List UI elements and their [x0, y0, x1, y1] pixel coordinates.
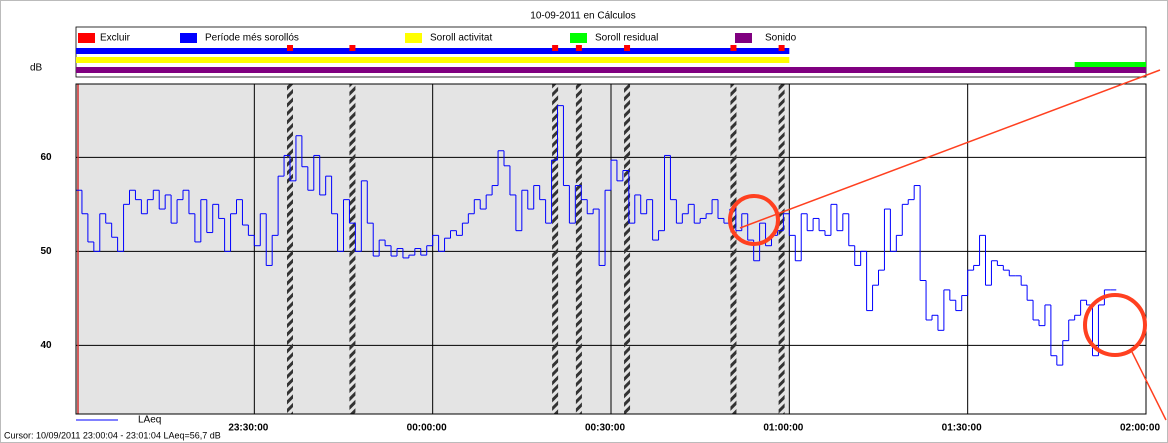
exclusion-marker	[624, 45, 631, 51]
x-tick-label: 00:00:00	[407, 423, 447, 434]
legend-label: Període més sorollós	[205, 33, 299, 44]
y-tick-label: 40	[40, 340, 52, 351]
x-tick-label: 00:30:00	[585, 423, 625, 434]
legend-label: LAeq	[138, 415, 161, 426]
cursor-text: Cursor: 10/09/2011 23:00:04 - 23:01:04 L…	[4, 430, 221, 440]
exclusion-hatch	[730, 84, 737, 414]
x-tick-label: 01:00:00	[763, 423, 803, 434]
highlight-circle	[1083, 293, 1147, 357]
legend-swatch	[78, 33, 95, 43]
exclusion-marker	[552, 45, 559, 51]
legend-swatch	[570, 33, 587, 43]
exclusion-hatch	[778, 84, 785, 414]
exclusion-marker	[730, 45, 737, 51]
y-axis-label: dB	[30, 63, 43, 74]
period-bar	[76, 57, 790, 63]
x-tick-label: 23:30:00	[228, 423, 268, 434]
legend-swatch	[180, 33, 197, 43]
chart-title: 10-09-2011 en Cálculos	[530, 11, 635, 22]
exclusion-marker	[778, 45, 785, 51]
step-risers	[81, 105, 1105, 366]
legend-label: Soroll activitat	[430, 33, 492, 44]
exclusion-marker	[575, 45, 582, 51]
period-bar	[1074, 62, 1146, 67]
plot-border	[75, 83, 1147, 415]
plot: Excluir Període més sorollós Soroll activi…	[40, 33, 1160, 434]
legend-swatch	[735, 33, 752, 43]
x-tick-label: 01:30:00	[942, 423, 982, 434]
exclusion-hatch	[552, 84, 559, 414]
x-tick-label: 02:00:00	[1120, 423, 1160, 434]
exclusion-hatch	[575, 84, 582, 414]
highlight-circle	[728, 194, 780, 246]
y-tick-label: 60	[40, 152, 52, 163]
period-bar	[76, 48, 790, 54]
legend-label: Excluir	[100, 33, 131, 44]
annotation-lines	[739, 69, 1167, 421]
legend-label: Sonido	[765, 33, 797, 44]
exclusion-hatch	[624, 84, 631, 414]
pointer-line	[739, 69, 1161, 229]
exclusion-marker	[349, 45, 356, 51]
legend-label: Soroll residual	[595, 33, 658, 44]
exclusion-hatch	[349, 84, 356, 414]
exclusion-marker	[287, 45, 293, 51]
pointer-line	[1131, 351, 1167, 421]
period-bar	[76, 67, 1146, 73]
legend-swatch	[405, 33, 422, 43]
y-tick-label: 50	[40, 246, 52, 257]
annotations	[728, 194, 1147, 357]
exclusion-hatch	[287, 84, 293, 414]
